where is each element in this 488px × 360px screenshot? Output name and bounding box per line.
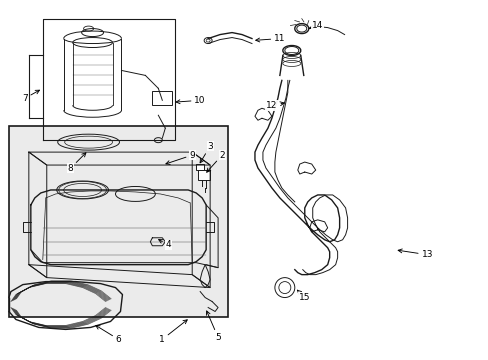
Text: 5: 5 xyxy=(206,311,221,342)
Text: 15: 15 xyxy=(297,290,310,302)
Text: 6: 6 xyxy=(96,325,121,344)
Bar xyxy=(152,91,172,105)
Text: 13: 13 xyxy=(397,249,432,259)
Text: 7: 7 xyxy=(22,90,40,103)
Text: 9: 9 xyxy=(165,150,195,165)
Text: 11: 11 xyxy=(255,34,285,43)
Bar xyxy=(196,164,203,170)
FancyBboxPatch shape xyxy=(9,126,227,318)
Text: 12: 12 xyxy=(265,101,284,110)
Text: 14: 14 xyxy=(309,21,323,30)
Text: 1: 1 xyxy=(159,320,187,344)
Text: 4: 4 xyxy=(158,239,171,249)
Text: 2: 2 xyxy=(206,150,224,172)
Text: 8: 8 xyxy=(68,153,86,172)
Bar xyxy=(198,170,210,180)
Text: 10: 10 xyxy=(176,96,205,105)
Text: 3: 3 xyxy=(200,141,213,163)
